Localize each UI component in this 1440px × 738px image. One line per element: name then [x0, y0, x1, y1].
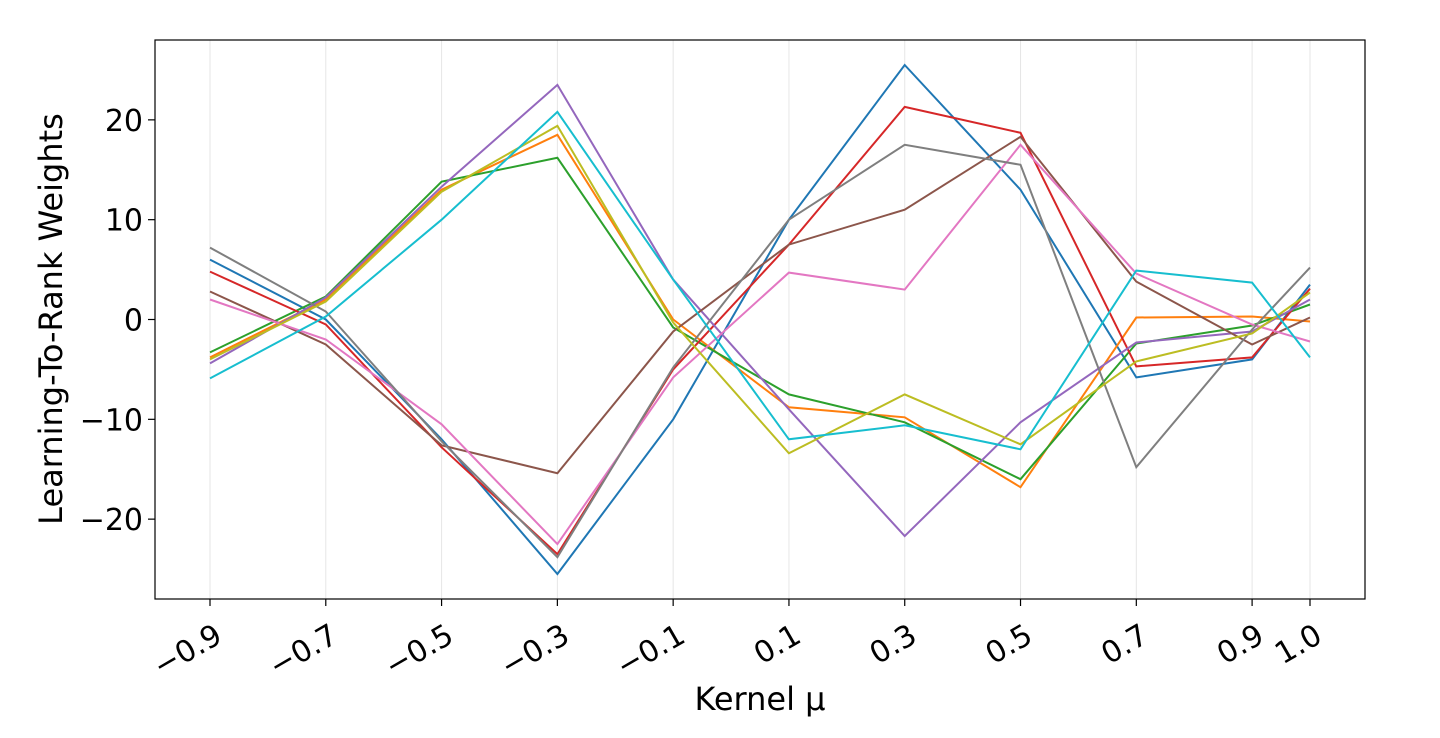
y-tick-label: −20: [80, 503, 143, 538]
y-tick-label: 20: [105, 104, 143, 139]
y-tick-label: 10: [105, 204, 143, 239]
y-tick-label: −10: [80, 403, 143, 438]
series-line-10: [209, 110, 1311, 451]
series-line-9: [209, 124, 1311, 455]
series-line-6: [209, 135, 1311, 475]
series-layer: [209, 63, 1311, 576]
series-line-7: [209, 143, 1311, 546]
x-axis-label: Kernel μ: [694, 680, 825, 718]
y-axis: −20 −10 0 10 20: [80, 104, 155, 538]
series-line-5: [209, 83, 1311, 538]
y-tick-label: 0: [124, 304, 143, 339]
series-line-2: [209, 133, 1311, 489]
series-line-8: [209, 143, 1311, 559]
y-axis-label: Learning-To-Rank Weights: [32, 113, 70, 525]
series-line-3: [209, 156, 1311, 481]
